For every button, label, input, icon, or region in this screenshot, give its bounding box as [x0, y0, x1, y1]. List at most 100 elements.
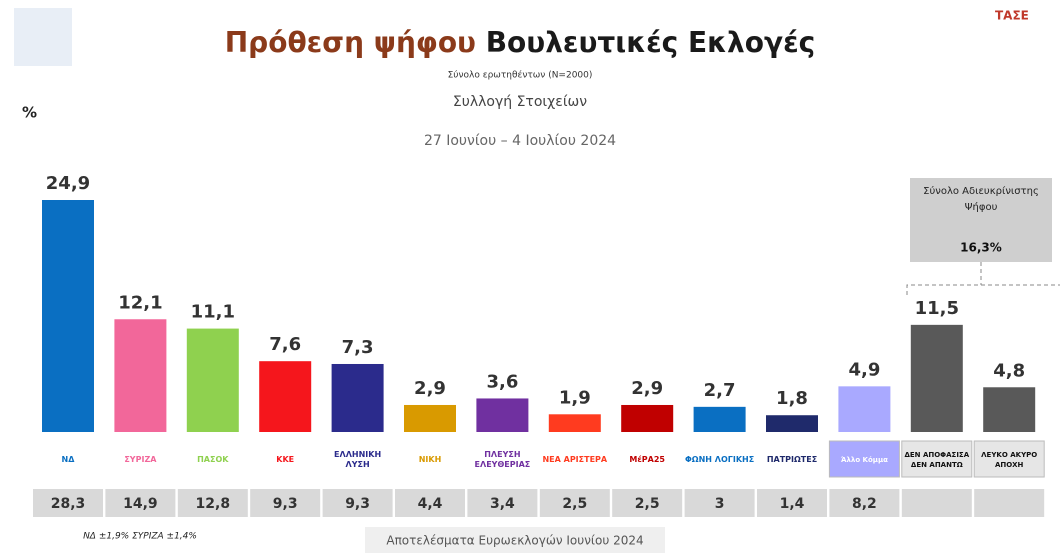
- category-wrap: Άλλο Κόμμα: [840, 456, 888, 464]
- category-wrap: ΠΑΤΡΙΩΤΕΣ: [766, 455, 818, 464]
- euro-value: 9,3: [345, 496, 370, 512]
- category-label: ΕΛΛΗΝΙΚΗ ΛΥΣΗ: [334, 450, 382, 469]
- category-wrap: ΜέΡΑ25: [629, 455, 665, 464]
- value-label: 2,9: [414, 378, 446, 399]
- value-label: 1,9: [559, 387, 591, 408]
- euro-cell: [974, 489, 1045, 517]
- euro-cell: [901, 489, 972, 517]
- value-label: 24,9: [46, 173, 90, 194]
- bar: [983, 387, 1036, 432]
- euro-cell: [467, 489, 538, 517]
- category-label: ΝΕΑ ΑΡΙΣΤΕΡΑ: [542, 455, 608, 464]
- bracket: [906, 284, 1060, 295]
- euro-cell: [322, 489, 393, 517]
- euro-value: 8,2: [852, 496, 877, 512]
- euro-value: 2,5: [562, 496, 587, 512]
- undecided-text: Σύνολο Αδιευκρίνιστης Ψήφου: [923, 186, 1039, 213]
- euro-value: 1,4: [780, 496, 805, 512]
- category-wrap: ΔΕΝ ΑΠΟΦΑΣΙΣΑ ΔΕΝ ΑΠΑΝΤΩ: [904, 451, 970, 469]
- category-label: ΠΑΣΟΚ: [197, 455, 229, 464]
- unit-label: %: [22, 104, 37, 122]
- category-wrap: ΝΔ: [61, 455, 75, 464]
- category-label: ΦΩΝΗ ΛΟΓΙΚΗΣ: [684, 455, 755, 464]
- value-label: 2,9: [631, 378, 663, 399]
- subtitle: Σύνολο ερωτηθέντων (Ν=2000): [448, 70, 593, 81]
- value-label: 4,8: [993, 360, 1025, 381]
- bar: [838, 386, 891, 432]
- euro-value: 12,8: [196, 496, 231, 512]
- euro-cell: [105, 489, 176, 517]
- category-label: ΠΑΤΡΙΩΤΕΣ: [766, 455, 818, 464]
- euro-value: 3,4: [490, 496, 515, 512]
- undecided-value: 16,3%: [960, 241, 1002, 255]
- bar: [331, 363, 384, 432]
- euro-cell: [33, 489, 103, 517]
- category-wrap: ΣΥΡΙΖΑ: [124, 455, 157, 464]
- chart-title: Πρόθεση ψήφου Βουλευτικές Εκλογές: [225, 26, 816, 59]
- value-label: 3,6: [486, 371, 518, 392]
- category-wrap: ΝΙΚΗ: [418, 455, 442, 464]
- category-label: Άλλο Κόμμα: [840, 456, 888, 464]
- category-wrap: ΚΚΕ: [276, 455, 295, 464]
- value-label: 7,6: [269, 334, 301, 355]
- euro-value: 9,3: [273, 496, 298, 512]
- map-icon: [14, 8, 72, 66]
- category-label: ΝΙΚΗ: [418, 455, 442, 464]
- euro-cell: [757, 489, 827, 517]
- value-label: 1,8: [776, 388, 808, 409]
- value-label: 7,3: [342, 337, 374, 358]
- title-part: Πρόθεση ψήφου: [225, 26, 476, 59]
- euro-cell: [684, 489, 755, 517]
- euro-caption: Αποτελέσματα Ευρωεκλογών Ιουνίου 2024: [386, 534, 643, 548]
- brand: ΤΑΣΕ: [995, 9, 1029, 23]
- euro-cell: [539, 489, 610, 517]
- bar: [186, 328, 239, 432]
- bar: [910, 324, 963, 432]
- footnote: ΝΔ ±1,9% ΣΥΡΙΖΑ ±1,4%: [83, 532, 197, 542]
- category-wrap: ΦΩΝΗ ΛΟΓΙΚΗΣ: [684, 455, 755, 464]
- category-label: ΔΕΝ ΑΠΟΦΑΣΙΣΑ ΔΕΝ ΑΠΑΝΤΩ: [904, 451, 970, 469]
- method: Συλλογή Στοιχείων: [453, 94, 587, 110]
- bar: [548, 414, 601, 432]
- category-wrap: ΕΛΛΗΝΙΚΗ ΛΥΣΗ: [334, 450, 382, 469]
- bar: [476, 398, 529, 432]
- bar: [693, 406, 746, 432]
- euro-cell: [612, 489, 683, 517]
- bar: [621, 404, 674, 432]
- category-wrap: ΛΕΥΚΟ ΑΚΥΡΟ ΑΠΟΧΗ: [981, 451, 1038, 469]
- category-label: ΝΔ: [61, 455, 75, 464]
- category-wrap: ΠΑΣΟΚ: [197, 455, 229, 464]
- category-wrap: ΠΛΕΥΣΗ ΕΛΕΥΘΕΡΙΑΣ: [474, 450, 531, 469]
- category-box: [828, 440, 900, 478]
- bar: [259, 361, 312, 432]
- period: 27 Ιουνίου – 4 Ιουλίου 2024: [424, 133, 616, 149]
- category-label: ΛΕΥΚΟ ΑΚΥΡΟ ΑΠΟΧΗ: [981, 451, 1038, 469]
- title-emphasis: Βουλευτικές Εκλογές: [486, 26, 816, 59]
- value-label: 4,9: [848, 359, 880, 380]
- bar: [42, 200, 94, 432]
- undecided-text-wrap: Σύνολο Αδιευκρίνιστης Ψήφου: [923, 186, 1039, 213]
- category-label: ΚΚΕ: [276, 455, 295, 464]
- category-wrap: ΝΕΑ ΑΡΙΣΤΕΡΑ: [542, 455, 608, 464]
- value-label: 11,5: [915, 298, 959, 319]
- euro-value: 28,3: [51, 496, 86, 512]
- bar: [114, 319, 167, 432]
- bar: [404, 404, 456, 432]
- category-box: [901, 440, 973, 478]
- caption-box: [365, 527, 665, 553]
- euro-cell: [177, 489, 248, 517]
- value-label: 2,7: [704, 380, 736, 401]
- category-box: [973, 440, 1045, 478]
- euro-cell: [395, 489, 465, 517]
- euro-value: 4,4: [418, 496, 443, 512]
- euro-cell: [829, 489, 900, 517]
- category-label: ΠΛΕΥΣΗ ΕΛΕΥΘΕΡΙΑΣ: [474, 450, 531, 469]
- undecided-box: [910, 178, 1052, 262]
- euro-value: 14,9: [123, 496, 158, 512]
- bar: [766, 415, 818, 432]
- euro-cell: [250, 489, 321, 517]
- category-label: ΣΥΡΙΖΑ: [124, 455, 157, 464]
- euro-value: 2,5: [635, 496, 660, 512]
- value-label: 12,1: [118, 292, 162, 313]
